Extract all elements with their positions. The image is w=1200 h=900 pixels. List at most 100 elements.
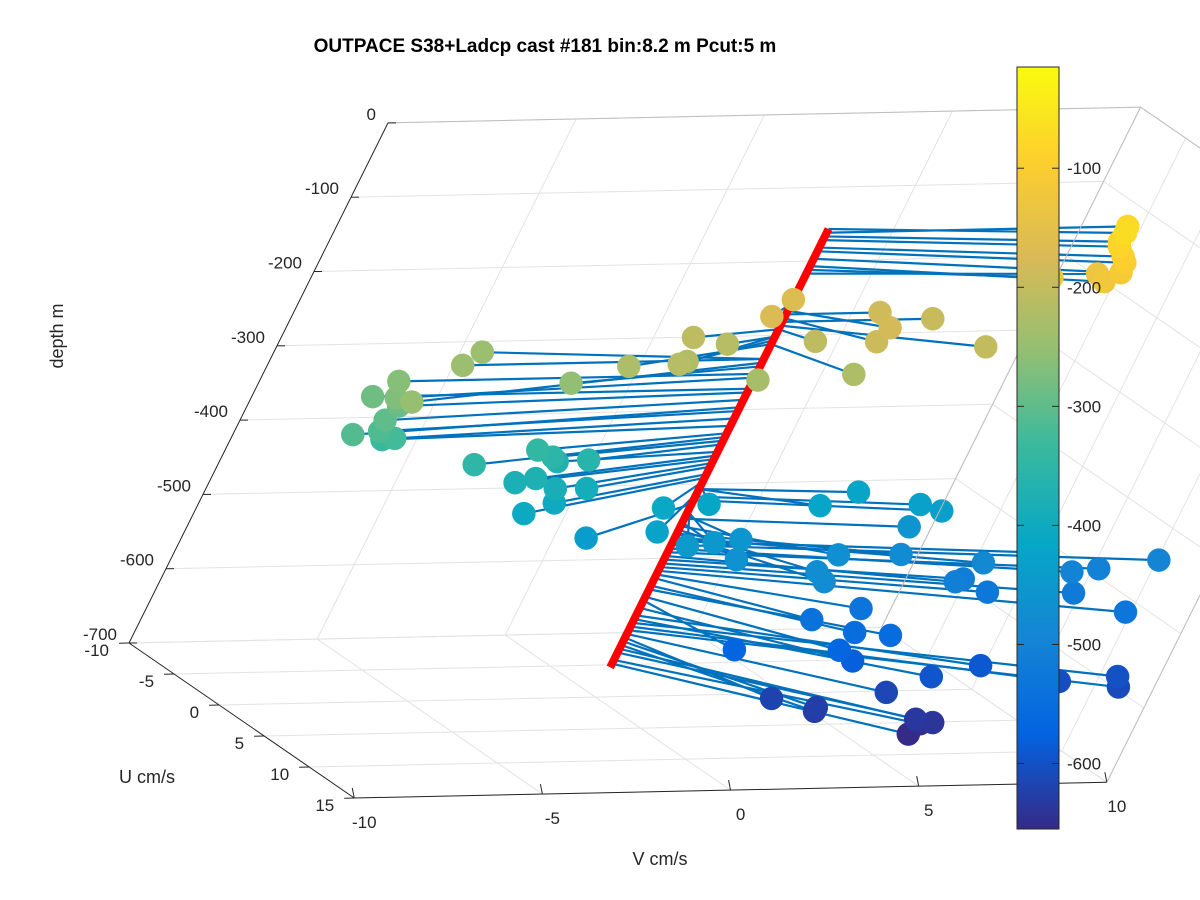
velocity-vector — [462, 357, 764, 367]
velocity-vector — [588, 443, 722, 462]
u-tick-label: 15 — [315, 796, 334, 815]
colorbar: -100 -200 -300 -400 -500 -600 — [1016, 66, 1101, 830]
depth-marker — [574, 476, 599, 501]
grid-line — [1103, 180, 1200, 249]
depth-marker — [908, 492, 933, 517]
velocity-vector — [695, 495, 921, 506]
velocity-vector — [628, 343, 772, 368]
grid-line — [219, 688, 972, 706]
grid-line — [881, 626, 1108, 783]
velocity-vector — [654, 577, 813, 621]
velocity-vector — [698, 487, 859, 494]
depth-marker — [400, 390, 424, 414]
depth-marker — [874, 680, 899, 705]
v-tick-label: 10 — [1107, 797, 1126, 816]
velocity-vectors — [352, 225, 1159, 736]
z-tick-label: -200 — [268, 254, 302, 273]
depth-marker — [781, 287, 806, 312]
depth-marker — [512, 501, 536, 526]
grid-line — [174, 657, 927, 675]
depth-marker — [360, 384, 385, 409]
depth-marker — [842, 620, 867, 645]
depth-marker — [1113, 221, 1137, 245]
velocity-vector — [656, 573, 862, 610]
z-tick-label: 0 — [367, 105, 376, 124]
grid-line — [128, 626, 882, 644]
velocity-vector — [482, 351, 764, 361]
velocity-vector — [634, 618, 932, 678]
depth-marker — [1061, 581, 1086, 605]
depth-marker — [842, 362, 866, 387]
v-tick-mark — [351, 787, 355, 799]
depth-marker — [975, 580, 1000, 604]
velocity-vector — [385, 398, 744, 422]
depth-marker — [651, 496, 676, 520]
depth-marker — [826, 543, 851, 567]
z-tick-label: -400 — [194, 402, 228, 421]
velocity-vector — [787, 309, 891, 329]
grid-line — [955, 478, 1182, 635]
velocity-vector — [828, 227, 1126, 235]
depth-marker — [919, 664, 944, 689]
u-axis-line — [128, 642, 355, 799]
depth-marker — [341, 422, 365, 447]
v-tick-mark — [728, 780, 732, 791]
velocity-vector — [586, 465, 711, 490]
colorbar-scale — [1016, 66, 1060, 830]
depth-marker — [803, 329, 828, 354]
depth-marker — [1086, 556, 1111, 581]
u-axis-label: U cm/s — [119, 767, 175, 787]
depth-marker — [849, 596, 873, 621]
z-tick-labels: 0 -100 -200 -300 -400 -500 -600 -700 — [83, 105, 396, 644]
z-tick-label: -100 — [305, 179, 339, 198]
v-tick-labels: -10 -5 0 5 10 — [351, 772, 1126, 832]
depth-marker — [724, 547, 749, 572]
velocity-vector — [822, 239, 1120, 248]
colorbar-tick-label: -400 — [1067, 516, 1101, 535]
velocity-vector — [826, 225, 1128, 234]
v-axis-label: V cm/s — [632, 849, 687, 869]
velocity-vector — [819, 246, 1124, 258]
grid-line — [165, 552, 919, 570]
colorbar-ticks: -100 -200 -300 -400 -500 -600 — [1017, 159, 1101, 774]
depth-marker — [681, 325, 706, 350]
grid-line — [309, 750, 1062, 768]
axes-box-edge — [1106, 594, 1200, 783]
velocity-vector — [671, 543, 1159, 562]
grid-line — [313, 255, 1067, 272]
grid-line — [316, 118, 577, 640]
z-tick-label: -700 — [83, 625, 117, 644]
depth-marker — [827, 638, 852, 662]
u-tick-label: -5 — [139, 672, 154, 691]
depth-marker — [804, 695, 829, 720]
v-tick-mark — [539, 783, 543, 795]
depth-marker — [1147, 548, 1171, 572]
depth-marker — [805, 559, 829, 584]
grid-line — [1029, 329, 1200, 448]
grid-line — [264, 719, 1017, 737]
velocity-vector — [645, 595, 840, 652]
depth-marker — [808, 493, 832, 518]
z-axis-label: depth m — [47, 303, 67, 368]
axes-box-edge — [1140, 106, 1200, 149]
velocity-vector — [642, 599, 735, 651]
velocity-vector — [813, 257, 1122, 274]
grid-line — [316, 638, 543, 795]
colorbar-tick-label: -300 — [1067, 397, 1101, 416]
velocity-vector — [783, 317, 877, 343]
velocity-vector — [693, 328, 779, 339]
depth-marker — [387, 369, 411, 394]
depth-marker — [722, 637, 747, 662]
velocity-vector — [824, 235, 1120, 243]
depth-marker — [1113, 600, 1138, 624]
depth-marker — [799, 607, 824, 632]
depth-marker — [759, 686, 784, 711]
depth-marker — [576, 448, 601, 472]
velocity-vector — [352, 406, 740, 436]
depth-marker — [921, 306, 945, 331]
grid-line — [1016, 351, 1200, 721]
z-tick-label: -300 — [231, 328, 265, 347]
depth-marker — [974, 335, 998, 359]
depth-marker — [729, 527, 753, 552]
